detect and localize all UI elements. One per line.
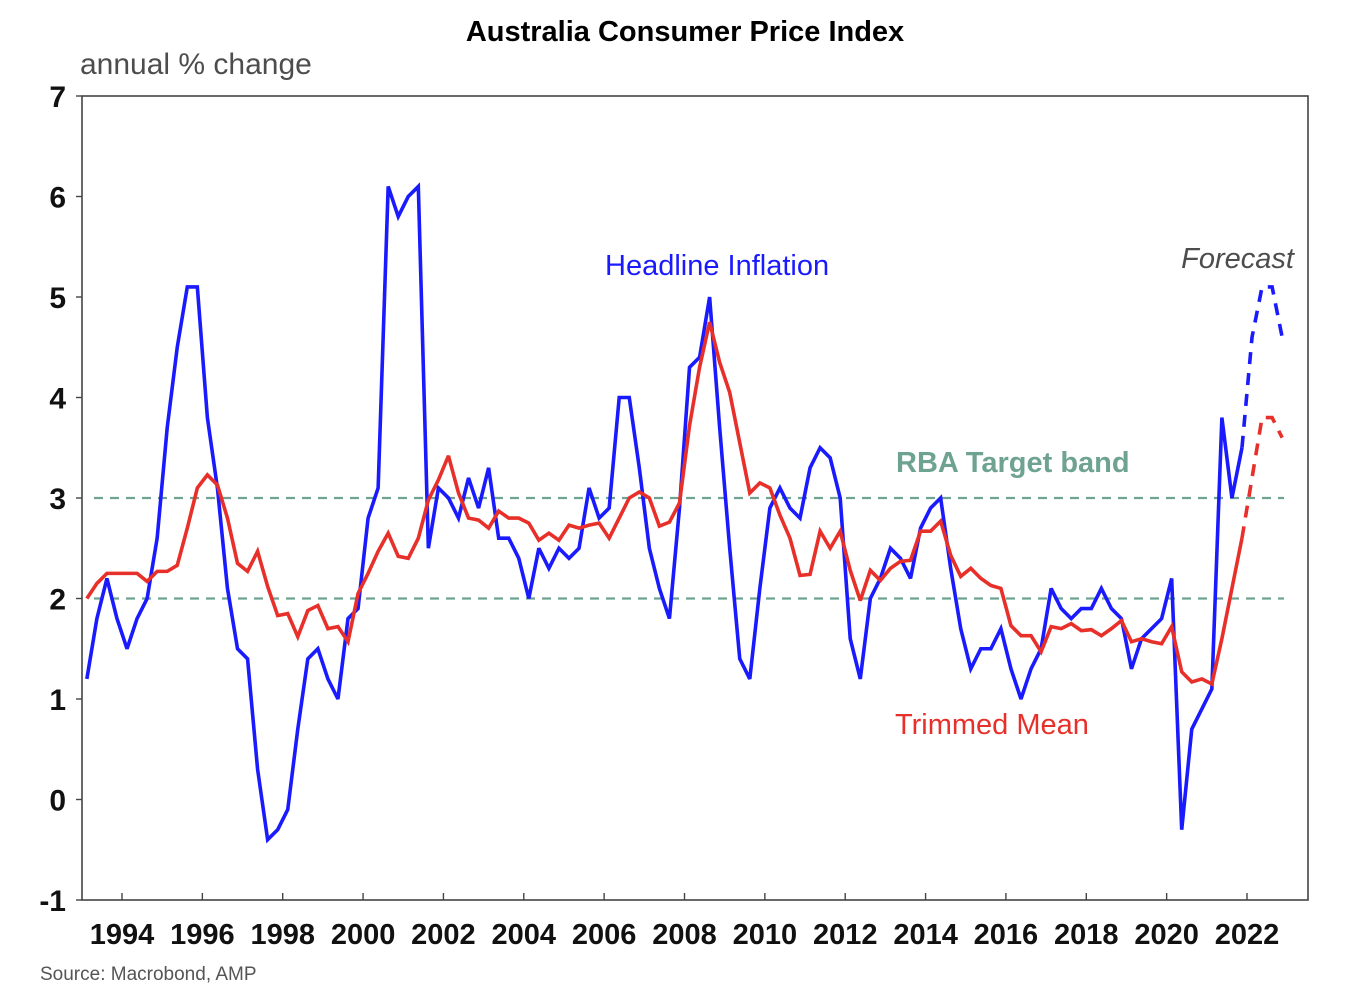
source-note: Source: Macrobond, AMP	[40, 964, 257, 985]
y-tick-label: 4	[49, 383, 66, 416]
rba-target-band	[94, 496, 1284, 600]
x-tick-label: 2010	[733, 919, 798, 951]
x-tick-label: 2020	[1134, 919, 1199, 951]
trimmed-mean-label: Trimmed Mean	[895, 709, 1089, 741]
y-axis-label: annual % change	[80, 48, 312, 81]
y-tick-label: 2	[49, 584, 66, 617]
y-tick-label: 6	[49, 182, 66, 215]
y-axis: -1 0 1 2 3 4 5 6 7	[39, 81, 82, 918]
x-tick-label: 2004	[492, 919, 557, 951]
x-tick-label: 2014	[893, 919, 958, 951]
x-tick-label: 2002	[411, 919, 476, 951]
trimmed-mean-forecast-line	[1240, 415, 1284, 539]
y-tick-label: 5	[49, 282, 66, 315]
headline-inflation-line	[85, 182, 1244, 844]
x-tick-label: 2018	[1054, 919, 1119, 951]
series-lines	[85, 182, 1284, 844]
rba-target-band-label: RBA Target band	[896, 447, 1130, 479]
trimmed-mean-line	[85, 321, 1244, 687]
x-tick-label: 1996	[170, 919, 235, 951]
x-tick-label: 2006	[572, 919, 637, 951]
x-tick-label: 2022	[1215, 919, 1280, 951]
y-tick-label: 7	[49, 81, 66, 114]
y-tick-label: -1	[39, 885, 66, 918]
x-tick-label: 2016	[974, 919, 1039, 951]
x-tick-label: 2000	[331, 919, 396, 951]
x-tick-label: 2008	[652, 919, 717, 951]
x-tick-label: 1994	[90, 919, 155, 951]
chart-title: Australia Consumer Price Index	[466, 16, 904, 48]
x-tick-label: 1998	[250, 919, 315, 951]
x-axis: 1994 1996 1998 2000 2002 2004 2006 2008 2010 2012…	[90, 893, 1280, 951]
headline-inflation-label: Headline Inflation	[605, 250, 829, 282]
y-tick-label: 3	[49, 483, 66, 516]
y-tick-label: 0	[49, 785, 66, 818]
forecast-label: Forecast	[1181, 243, 1296, 275]
headline-inflation-forecast-line	[1240, 285, 1284, 448]
x-tick-label: 2012	[813, 919, 878, 951]
y-tick-label: 1	[49, 684, 66, 717]
